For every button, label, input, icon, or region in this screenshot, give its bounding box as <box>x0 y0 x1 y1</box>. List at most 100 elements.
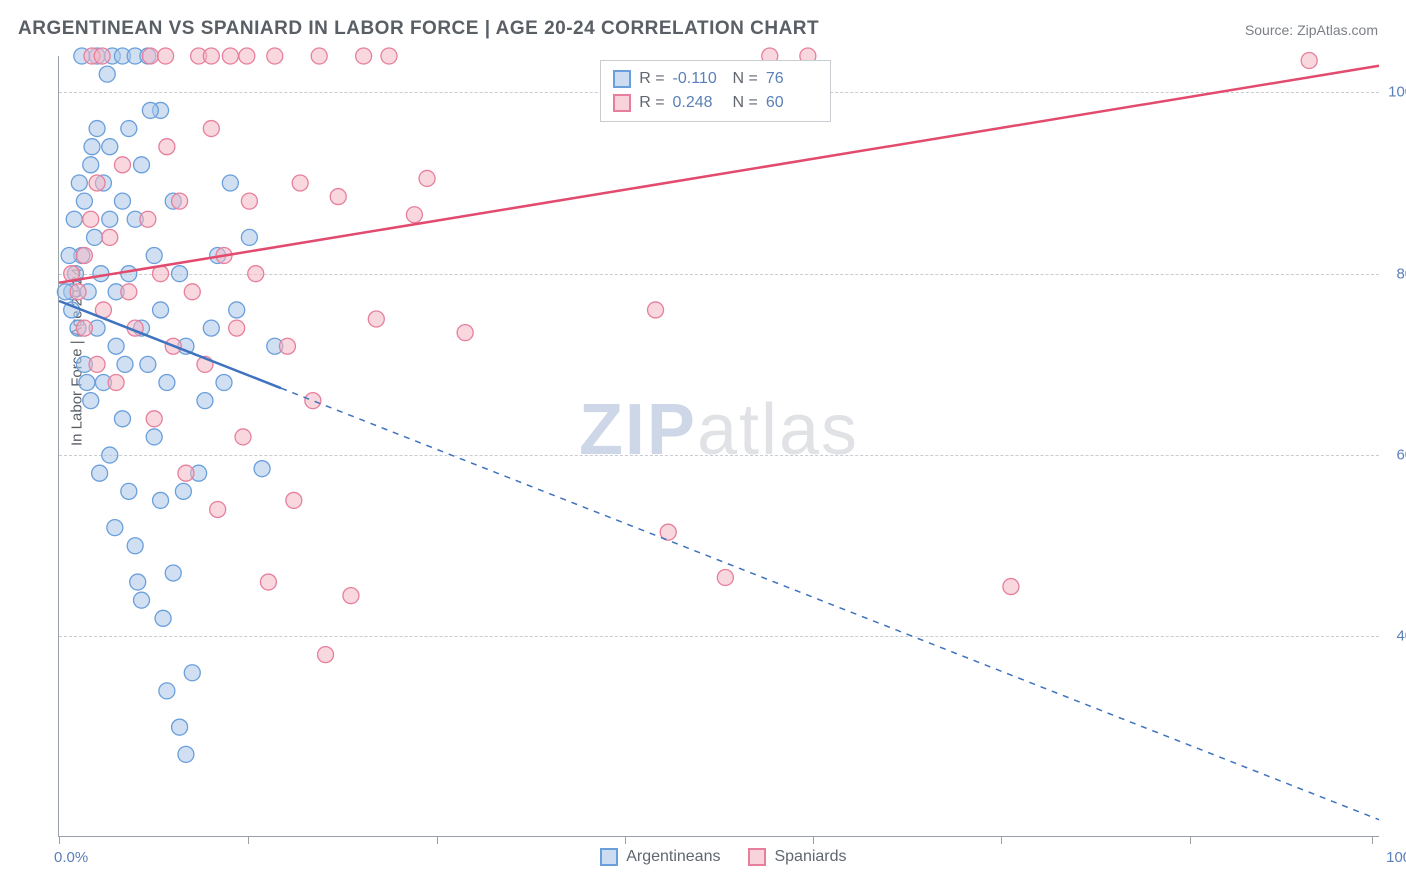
x-tick <box>1190 836 1191 844</box>
legend-series-item[interactable]: Argentineans <box>600 848 720 866</box>
legend-r-label: R = <box>639 70 664 88</box>
scatter-point <box>197 393 213 409</box>
scatter-point <box>83 393 99 409</box>
scatter-point <box>89 175 105 191</box>
legend-row: R = 0.248N = 60 <box>613 91 818 115</box>
x-tick <box>1372 836 1373 844</box>
scatter-point <box>114 411 130 427</box>
legend-series-item[interactable]: Spaniards <box>748 848 846 866</box>
y-tick-label: 100.0% <box>1384 84 1406 101</box>
legend-row: R = -0.110 N = 76 <box>613 67 818 91</box>
scatter-point <box>108 338 124 354</box>
scatter-point <box>172 266 188 282</box>
scatter-point <box>87 229 103 245</box>
scatter-point <box>203 121 219 137</box>
scatter-point <box>175 483 191 499</box>
scatter-point <box>203 48 219 64</box>
legend-series: Argentineans Spaniards <box>600 848 846 866</box>
scatter-point <box>229 320 245 336</box>
scatter-point <box>83 157 99 173</box>
scatter-point <box>159 683 175 699</box>
scatter-point <box>248 266 264 282</box>
scatter-point <box>102 211 118 227</box>
scatter-point <box>368 311 384 327</box>
chart-title: ARGENTINEAN VS SPANIARD IN LABOR FORCE |… <box>18 18 819 40</box>
scatter-point <box>108 375 124 391</box>
scatter-point <box>159 375 175 391</box>
legend-r-label: R = <box>639 94 664 112</box>
scatter-point <box>76 320 92 336</box>
scatter-point <box>241 229 257 245</box>
scatter-point <box>146 411 162 427</box>
scatter-point <box>107 520 123 536</box>
scatter-point <box>84 139 100 155</box>
legend-swatch <box>613 94 631 112</box>
chart-container: ARGENTINEAN VS SPANIARD IN LABOR FORCE |… <box>0 0 1406 892</box>
legend-n-label: N = <box>733 70 758 88</box>
scatter-point <box>229 302 245 318</box>
legend-n-value: 76 <box>766 70 818 88</box>
plot-svg <box>59 56 1379 836</box>
legend-swatch <box>600 848 618 866</box>
scatter-point <box>70 284 86 300</box>
legend-n-value: 60 <box>766 94 818 112</box>
legend-n-label: N = <box>733 94 758 112</box>
scatter-point <box>130 574 146 590</box>
scatter-point <box>79 375 95 391</box>
x-tick <box>1001 836 1002 844</box>
scatter-point <box>127 538 143 554</box>
plot-area: In Labor Force | Age 20-24 40.0%60.0%80.… <box>58 56 1379 837</box>
regression-line-dashed <box>281 388 1379 819</box>
scatter-point <box>99 66 115 82</box>
scatter-point <box>216 375 232 391</box>
scatter-point <box>155 610 171 626</box>
scatter-point <box>121 121 137 137</box>
scatter-point <box>94 48 110 64</box>
scatter-point <box>172 193 188 209</box>
scatter-point <box>318 647 334 663</box>
source-link[interactable]: ZipAtlas.com <box>1297 22 1378 38</box>
scatter-point <box>203 320 219 336</box>
scatter-point <box>89 121 105 137</box>
scatter-point <box>102 229 118 245</box>
scatter-point <box>142 102 158 118</box>
legend-series-label: Argentineans <box>626 848 720 866</box>
scatter-point <box>114 157 130 173</box>
scatter-point <box>153 492 169 508</box>
scatter-point <box>61 248 77 264</box>
scatter-point <box>184 665 200 681</box>
scatter-point <box>292 175 308 191</box>
scatter-point <box>153 302 169 318</box>
scatter-point <box>305 393 321 409</box>
scatter-point <box>76 248 92 264</box>
x-axis-max-label: 100.0% <box>1386 849 1406 866</box>
scatter-point <box>1301 53 1317 69</box>
legend-correlation-box: R = -0.110 N = 76 R = 0.248N = 60 <box>600 60 831 122</box>
scatter-point <box>210 501 226 517</box>
scatter-point <box>66 211 82 227</box>
scatter-point <box>1003 579 1019 595</box>
x-axis-min-label: 0.0% <box>54 849 88 866</box>
scatter-point <box>102 139 118 155</box>
scatter-point <box>356 48 372 64</box>
scatter-point <box>121 483 137 499</box>
scatter-point <box>165 565 181 581</box>
scatter-point <box>241 193 257 209</box>
y-tick-label: 60.0% <box>1384 447 1406 464</box>
x-tick <box>437 836 438 844</box>
scatter-point <box>222 48 238 64</box>
scatter-point <box>406 207 422 223</box>
scatter-point <box>267 48 283 64</box>
scatter-point <box>146 429 162 445</box>
legend-r-value: -0.110 <box>673 70 725 88</box>
legend-swatch <box>748 848 766 866</box>
scatter-point <box>76 193 92 209</box>
scatter-point <box>343 588 359 604</box>
scatter-point <box>235 429 251 445</box>
scatter-point <box>178 746 194 762</box>
scatter-point <box>158 48 174 64</box>
x-tick <box>625 836 626 844</box>
scatter-point <box>178 465 194 481</box>
scatter-point <box>286 492 302 508</box>
scatter-point <box>419 170 435 186</box>
